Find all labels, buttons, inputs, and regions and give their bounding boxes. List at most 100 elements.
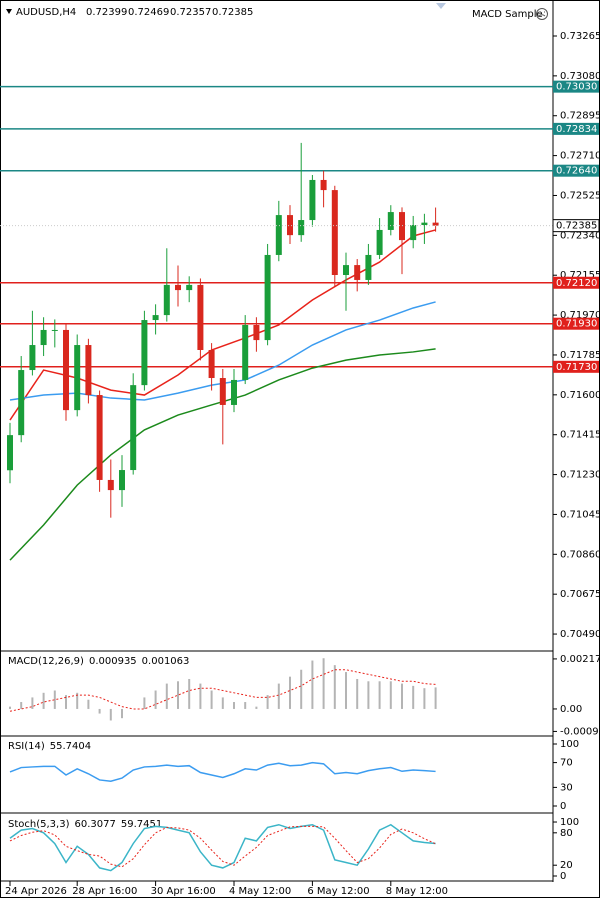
indicator-line bbox=[9, 301, 436, 401]
y-tick-label: 0.71230 bbox=[560, 470, 600, 481]
candle-body bbox=[219, 378, 226, 405]
indicator-line bbox=[9, 823, 436, 872]
y-tick-label: 0.00 bbox=[560, 704, 582, 715]
x-tick-label: 30 Apr 16:00 bbox=[151, 886, 216, 897]
level-label-box bbox=[553, 80, 599, 93]
candle-body bbox=[18, 370, 25, 436]
candle-body bbox=[275, 215, 282, 255]
candle-body bbox=[141, 320, 148, 386]
indicator-line bbox=[9, 825, 436, 868]
y-tick-label: 0.71785 bbox=[560, 350, 600, 361]
last-price-box bbox=[552, 219, 600, 233]
candle-body bbox=[264, 254, 271, 341]
y-tick-label: 80 bbox=[560, 828, 573, 839]
candle-body bbox=[208, 350, 215, 379]
indicator-title: Stoch(5,3,3) bbox=[8, 819, 70, 830]
candle-body bbox=[376, 229, 383, 255]
candle-body bbox=[320, 179, 327, 191]
y-tick-label: 20 bbox=[560, 860, 573, 871]
level-label: 0.72640 bbox=[556, 166, 597, 177]
y-tick-label: 0.71415 bbox=[560, 430, 600, 441]
y-tick-label: 100 bbox=[560, 817, 579, 828]
x-tick-label: 28 Apr 16:00 bbox=[72, 886, 137, 897]
candle-body bbox=[186, 284, 193, 291]
last-price-label: 0.72385 bbox=[556, 221, 597, 232]
y-tick-label: 0 bbox=[560, 801, 566, 812]
candle-body bbox=[421, 222, 428, 225]
level-label-box bbox=[553, 360, 599, 373]
candle-body bbox=[175, 284, 181, 291]
candle-body bbox=[331, 190, 338, 275]
expert-icon-face bbox=[536, 8, 548, 20]
candle-body bbox=[96, 395, 103, 480]
menu-arrow bbox=[6, 9, 12, 14]
candle-body bbox=[29, 345, 36, 371]
indicator-title: MACD(12,26,9) bbox=[8, 656, 84, 667]
indicator-line bbox=[9, 229, 436, 421]
y-tick-label: 0.72525 bbox=[560, 190, 600, 201]
indicator-line bbox=[9, 348, 436, 561]
candle-body bbox=[63, 329, 69, 411]
symbol: AUDUSD,H4 bbox=[16, 7, 76, 18]
level-label: 0.73030 bbox=[556, 82, 597, 93]
candle-body bbox=[309, 179, 316, 221]
header-high: 0.72469 bbox=[128, 7, 169, 18]
candle-body bbox=[197, 284, 204, 350]
expert-name: MACD Sample bbox=[472, 9, 543, 20]
y-tick-label: -0.000975 bbox=[560, 726, 600, 737]
candle-body bbox=[365, 254, 372, 280]
candle-body bbox=[287, 215, 293, 236]
level-label: 0.72120 bbox=[556, 278, 597, 289]
shift-marker bbox=[436, 3, 446, 9]
candle-body bbox=[163, 284, 170, 316]
candle-body bbox=[432, 222, 439, 226]
candle-body bbox=[387, 212, 394, 230]
y-tick-label: 0.72340 bbox=[560, 230, 600, 241]
candle-body bbox=[107, 479, 114, 491]
candle-body bbox=[7, 435, 13, 471]
indicator-value: 59.7451 bbox=[121, 819, 162, 830]
candle-body bbox=[298, 220, 305, 236]
y-tick-label: 70 bbox=[560, 758, 573, 769]
indicator-line bbox=[9, 669, 436, 712]
indicator-title: RSI(14) bbox=[8, 741, 45, 752]
candle-body bbox=[51, 329, 58, 331]
y-tick-label: 30 bbox=[560, 782, 573, 793]
y-tick-label: 0.72895 bbox=[560, 111, 600, 122]
y-tick-label: 0.70490 bbox=[560, 629, 600, 640]
candle-body bbox=[343, 265, 349, 275]
y-tick-label: 0.70675 bbox=[560, 589, 600, 600]
indicator-value: 60.3077 bbox=[74, 819, 115, 830]
y-tick-label: 0.73265 bbox=[560, 31, 600, 42]
candle-body bbox=[130, 385, 137, 471]
x-tick-label: 6 May 12:00 bbox=[307, 886, 369, 897]
y-tick-label: 0.71600 bbox=[560, 390, 600, 401]
y-tick-label: 0 bbox=[560, 871, 566, 882]
indicator-value: 55.7404 bbox=[50, 741, 91, 752]
header-close: 0.72385 bbox=[212, 7, 253, 18]
y-tick-label: 0.71970 bbox=[560, 310, 600, 321]
y-tick-label: 0.72710 bbox=[560, 151, 600, 162]
expert-icon-mouth bbox=[538, 11, 546, 17]
y-tick-label: 0.00217 bbox=[560, 654, 600, 665]
y-tick-label: 100 bbox=[560, 739, 579, 750]
level-label: 0.71730 bbox=[556, 362, 597, 373]
header-open: 0.72399 bbox=[86, 7, 127, 18]
candle-body bbox=[242, 325, 249, 380]
y-tick-label: 0.70860 bbox=[560, 549, 600, 560]
candle-body bbox=[253, 325, 260, 341]
candle-body bbox=[231, 379, 237, 405]
candle-body bbox=[119, 470, 125, 491]
level-label-box bbox=[553, 122, 599, 135]
candle-body bbox=[40, 329, 47, 346]
level-label: 0.72834 bbox=[556, 124, 597, 135]
level-label: 0.71930 bbox=[556, 319, 597, 330]
level-label-box bbox=[553, 276, 599, 289]
y-tick-label: 0.71045 bbox=[560, 509, 600, 520]
candle-body bbox=[354, 265, 361, 280]
indicator-line bbox=[9, 761, 436, 782]
level-label-box bbox=[553, 317, 599, 330]
expert-icon[interactable] bbox=[536, 8, 548, 20]
candle-body bbox=[74, 345, 81, 411]
